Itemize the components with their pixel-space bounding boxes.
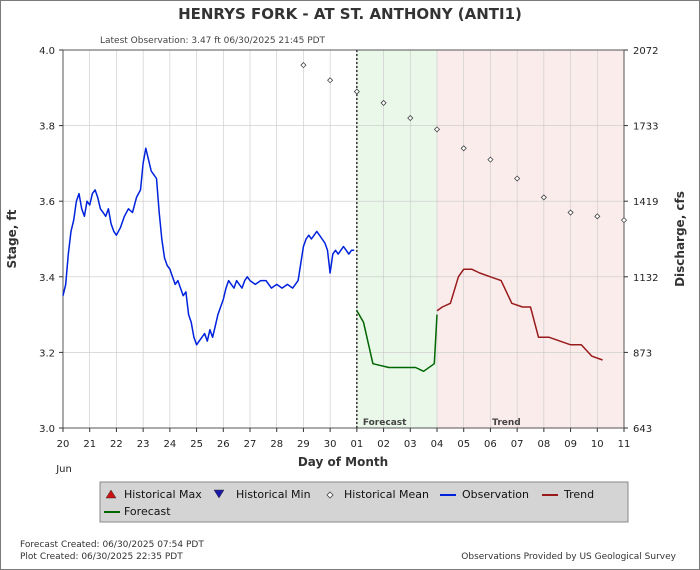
plot-created: Plot Created: 06/30/2025 22:35 PDT	[20, 552, 183, 562]
legend-item-historical-mean: Historical Mean	[326, 488, 429, 501]
day-tick-label: 28	[270, 439, 283, 450]
discharge-tick-label: 2072	[633, 46, 658, 57]
trend-line	[436, 268, 603, 361]
day-tick-label: 06	[484, 439, 497, 450]
day-tick-label: 04	[431, 439, 444, 450]
stage-tick-label: 4.0	[39, 46, 55, 57]
historical-mean-point	[353, 88, 360, 95]
day-tick-label: 21	[83, 439, 96, 450]
day-tick-label: 30	[324, 439, 337, 450]
day-tick-label: 23	[137, 439, 150, 450]
day-tick-label: 08	[537, 439, 550, 450]
day-tick-label: 11	[618, 439, 631, 450]
day-tick-label: 03	[404, 439, 417, 450]
day-tick-label: 27	[244, 439, 257, 450]
day-tick-label: 24	[163, 439, 176, 450]
stage-tick-label: 3.6	[39, 197, 55, 208]
legend-item-forecast: Forecast	[104, 505, 171, 518]
historical-mean-point	[487, 156, 494, 163]
day-tick-label: 10	[591, 439, 604, 450]
historical-mean-point	[433, 126, 441, 133]
stage-tick-label: 3.4	[39, 273, 55, 284]
data-provider: Observations Provided by US Geological S…	[461, 552, 676, 562]
day-tick-label: 01	[350, 439, 363, 450]
legend-label-historical-min: Historical Min	[236, 488, 311, 501]
historical-mean-point	[300, 62, 307, 69]
day-tick-label: 20	[57, 439, 70, 450]
discharge-tick-label: 1733	[633, 122, 658, 133]
historical-mean-point	[460, 145, 467, 152]
legend-box	[99, 481, 629, 523]
legend-item-observation: Observation	[440, 488, 529, 501]
historical-mean-point	[620, 217, 628, 224]
day-tick-label: 25	[190, 439, 203, 450]
day-axis: 20 21 22 23 24 25 26 27 28 29 30 01 02 03 04 05 06 07 08 09…	[57, 428, 631, 450]
legend-label-observation: Observation	[462, 488, 529, 501]
zone-label-trend: Trend	[492, 418, 521, 428]
chart-title: HENRYS FORK - AT ST. ANTHONY (ANTI1)	[178, 5, 522, 23]
day-tick-label: 26	[217, 439, 230, 450]
legend-label-historical-max: Historical Max	[124, 488, 202, 501]
stage-tick-label: 3.2	[39, 348, 55, 359]
historical-mean-point	[594, 213, 601, 220]
day-tick-label: 29	[297, 439, 310, 450]
historical-mean-marker	[326, 491, 334, 499]
forecast-line	[356, 310, 438, 373]
y-axis-label: Stage, ft	[5, 209, 19, 268]
legend: Historical Max Historical Min Historical…	[99, 481, 629, 523]
month-label: Jun	[55, 464, 72, 475]
day-tick-label: 02	[377, 439, 390, 450]
y2-axis-label: Discharge, cfs	[673, 191, 687, 287]
historical-mean-point	[567, 209, 574, 216]
data-series	[62, 62, 628, 373]
discharge-tick-label: 1419	[633, 197, 658, 208]
historical-max-marker	[105, 489, 117, 499]
forecast-trend-zones	[356, 50, 624, 428]
historical-min-marker	[213, 489, 225, 499]
discharge-tick-label: 1132	[633, 273, 658, 284]
day-tick-label: 09	[564, 439, 577, 450]
stage-tick-label: 3.8	[39, 122, 55, 133]
legend-item-historical-max: Historical Max	[105, 488, 202, 501]
historical-mean-point	[327, 77, 334, 84]
discharge-tick-label: 873	[633, 348, 652, 359]
zone-forecast	[356, 50, 437, 428]
plot-area	[62, 49, 625, 429]
discharge-tick-label: 643	[633, 424, 652, 435]
legend-label-forecast: Forecast	[124, 505, 171, 518]
forecast-created: Forecast Created: 06/30/2025 07:54 PDT	[20, 540, 204, 550]
latest-observation: Latest Observation: 3.47 ft 06/30/2025 2…	[100, 36, 326, 46]
legend-item-trend: Trend	[542, 488, 594, 501]
grid	[63, 50, 624, 428]
observation-line	[62, 147, 355, 346]
day-tick-label: 07	[511, 439, 524, 450]
x-axis-label: Day of Month	[298, 455, 388, 469]
historical-mean-point	[380, 99, 387, 106]
zone-trend	[437, 50, 624, 428]
legend-label-trend: Trend	[563, 488, 594, 501]
legend-item-historical-min: Historical Min	[213, 488, 311, 501]
day-tick-label: 22	[110, 439, 123, 450]
historical-mean-point	[407, 114, 414, 122]
zone-labels: Forecast Trend	[363, 418, 521, 428]
stage-axis: 3.0 3.2 3.4 3.6 3.8 4.0	[39, 46, 63, 435]
zone-label-forecast: Forecast	[363, 418, 407, 428]
discharge-axis: 643 873 1132 1419 1733 2072	[624, 46, 658, 435]
stage-tick-label: 3.0	[39, 424, 55, 435]
legend-label-historical-mean: Historical Mean	[344, 488, 429, 501]
day-tick-label: 05	[457, 439, 470, 450]
historical-mean-point	[514, 175, 521, 182]
historical-mean-point	[540, 194, 547, 201]
